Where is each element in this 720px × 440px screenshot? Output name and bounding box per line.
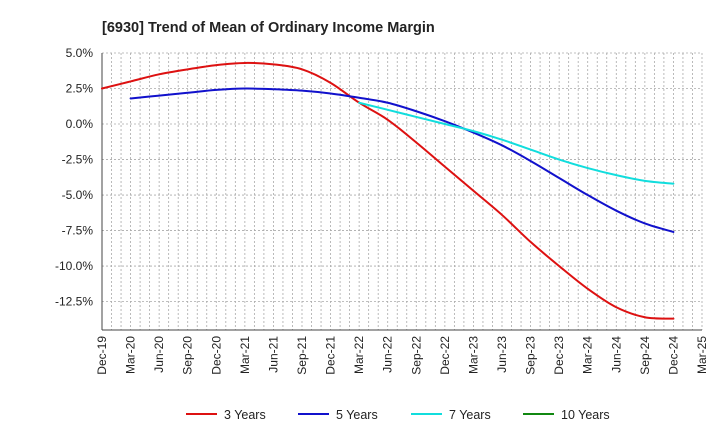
x-tick-label: Mar-23	[466, 336, 480, 374]
y-tick-label: -7.5%	[62, 224, 94, 238]
x-tick-label: Jun-22	[381, 336, 395, 373]
y-tick-label: -5.0%	[62, 188, 94, 202]
plot-area	[102, 53, 702, 330]
y-tick-label: 5.0%	[66, 46, 94, 60]
grid	[101, 52, 703, 330]
y-tick-label: -12.5%	[55, 295, 93, 309]
x-tick-label: Sep-22	[409, 336, 423, 375]
legend-label-3-years: 3 Years	[224, 408, 266, 422]
axes: 5.0% 2.5% 0.0% -2.5% -5.0% -7.5% -10.0% -12.5% D…	[55, 46, 709, 375]
x-tick-label: Sep-24	[638, 336, 652, 375]
x-tick-label: Jun-21	[266, 336, 280, 373]
series-line-3-years	[101, 61, 675, 320]
x-tick-label: Mar-20	[124, 336, 138, 374]
x-tick-label: Dec-24	[666, 336, 680, 375]
legend: 3 Years 5 Years 7 Years 10 Years	[186, 408, 610, 422]
x-tick-label: Jun-24	[609, 336, 623, 373]
series-line-5-years	[129, 87, 675, 233]
x-tick-label: Sep-23	[524, 336, 538, 375]
legend-label-5-years: 5 Years	[336, 408, 378, 422]
x-tick-label: Dec-19	[95, 336, 109, 375]
x-tick-label: Sep-21	[295, 336, 309, 375]
x-tick-label: Sep-20	[181, 336, 195, 375]
x-tick-label: Mar-24	[581, 336, 595, 374]
x-tick-label: Dec-22	[438, 336, 452, 375]
x-tick-label: Dec-21	[324, 336, 338, 375]
x-tick-label: Jun-23	[495, 336, 509, 373]
y-tick-label: -10.0%	[55, 259, 93, 273]
legend-label-7-years: 7 Years	[449, 408, 491, 422]
series-line-7-years	[358, 101, 675, 185]
x-tick-label: Dec-20	[209, 336, 223, 375]
y-tick-label: 2.5%	[66, 82, 94, 96]
legend-label-10-years: 10 Years	[561, 408, 610, 422]
x-tick-label: Mar-21	[238, 336, 252, 374]
x-tick-label: Mar-22	[352, 336, 366, 374]
chart-title: [6930] Trend of Mean of Ordinary Income …	[102, 20, 435, 36]
x-tick-label: Dec-23	[552, 336, 566, 375]
y-tick-label: 0.0%	[66, 117, 94, 131]
series-lines	[101, 61, 675, 320]
x-tick-label: Jun-20	[152, 336, 166, 373]
x-tick-label: Mar-25	[695, 336, 709, 374]
y-tick-label: -2.5%	[62, 153, 94, 167]
